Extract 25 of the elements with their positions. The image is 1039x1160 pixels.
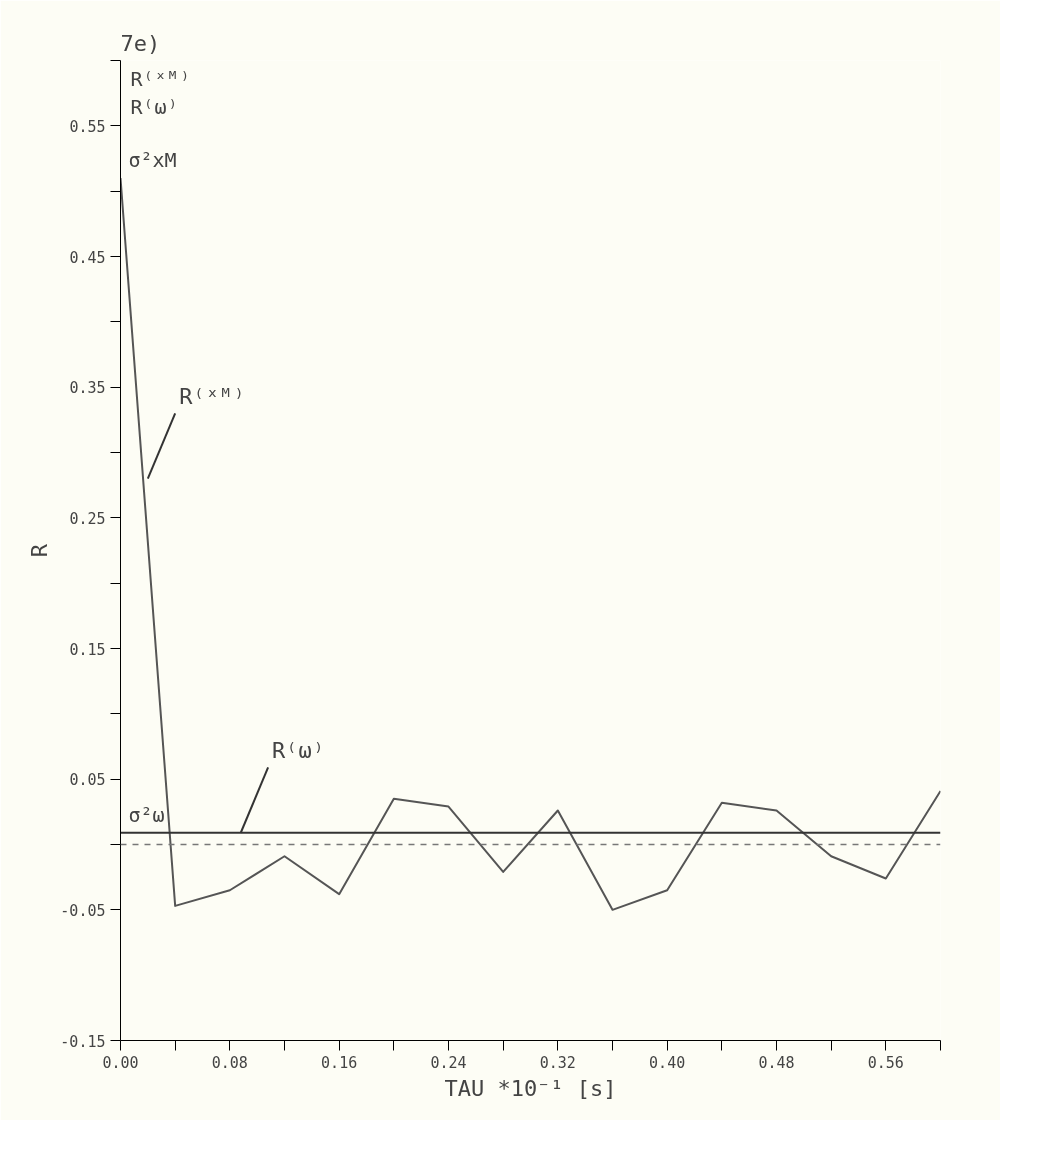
x-axis-title: TAU *10⁻¹ [s]	[444, 1075, 617, 1101]
y-tick-label: 0.55	[69, 117, 106, 136]
annotation: R⁽ˣᴹ⁾	[179, 384, 246, 410]
annotation: R⁽ˣᴹ⁾	[130, 66, 191, 91]
annotation: σ²ω	[128, 802, 165, 827]
x-tick-label: 0.40	[649, 1053, 686, 1072]
annotation: R⁽ω⁾	[130, 94, 179, 119]
chart-title: 7e)	[120, 30, 161, 56]
y-tick-label: 0.15	[69, 640, 106, 659]
x-tick-label: 0.00	[102, 1053, 139, 1072]
y-tick-label: 0.45	[69, 248, 106, 267]
y-tick-label: 0.35	[69, 379, 106, 398]
x-tick-label: 0.48	[758, 1053, 795, 1072]
x-tick-label: 0.16	[321, 1053, 358, 1072]
y-tick-label: 0.05	[69, 771, 106, 790]
y-axis-title: R	[27, 543, 53, 558]
annotation: σ²xM	[128, 148, 177, 173]
x-tick-label: 0.24	[430, 1053, 467, 1072]
y-tick-label: 0.25	[69, 509, 106, 528]
annotation: R⁽ω⁾	[272, 738, 326, 764]
x-tick-label: 0.08	[211, 1053, 248, 1072]
y-tick-label: -0.15	[60, 1032, 106, 1051]
y-tick-label: -0.05	[60, 901, 106, 920]
x-tick-label: 0.32	[539, 1053, 576, 1072]
x-tick-label: 0.56	[867, 1053, 904, 1072]
